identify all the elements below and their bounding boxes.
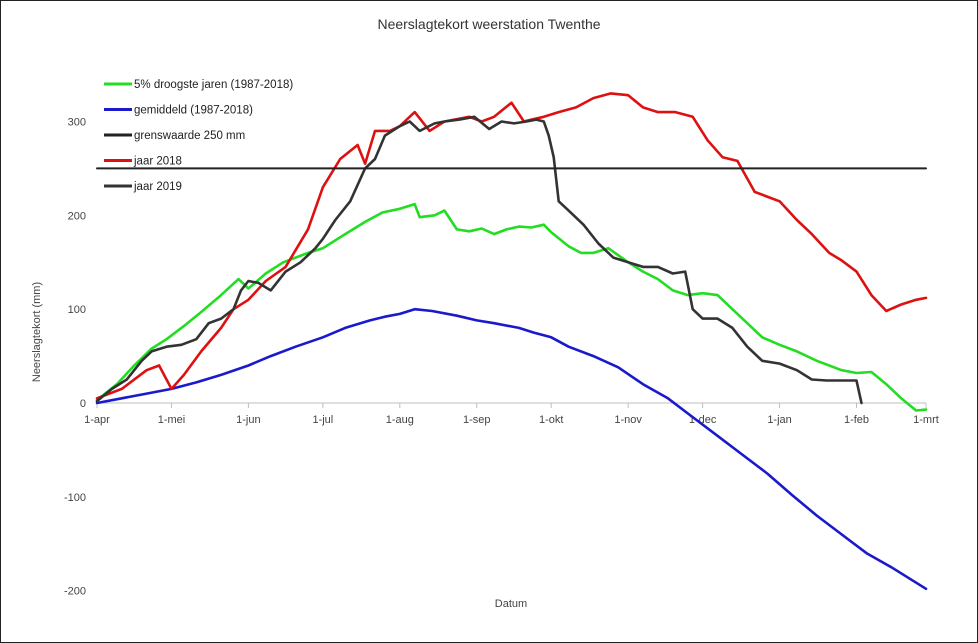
x-tick-label: 1-jun: [236, 414, 260, 426]
y-axis-title: Neerslagtekort (mm): [31, 282, 43, 382]
x-tick-label: 1-okt: [539, 414, 563, 426]
series-lines: [95, 92, 928, 591]
legend: 5% droogste jaren (1987-2018) gemiddeld (…: [104, 79, 293, 193]
x-tick-label: 1-dec: [689, 414, 717, 426]
y-tick-label: 0: [80, 398, 86, 410]
legend-label: 5% droogste jaren (1987-2018): [134, 79, 293, 91]
x-tick-label: 1-feb: [844, 414, 869, 426]
y-tick-label: 300: [68, 117, 86, 129]
x-axis-title: Datum: [495, 598, 527, 610]
axes: -200 -100 0 100 200 300 1-apr 1-mei 1-jun 1-jul 1-…: [64, 117, 939, 598]
series-line-jaar-2019: [95, 115, 863, 405]
legend-label: gemiddeld (1987-2018): [134, 105, 253, 117]
legend-label: grenswaarde 250 mm: [134, 130, 245, 142]
x-tick-label: 1-jul: [312, 414, 333, 426]
x-tick-label: 1-apr: [84, 414, 110, 426]
series-line-5-droogste-jaren-1987-2018: [95, 202, 928, 412]
y-tick-label: -100: [64, 492, 86, 504]
legend-label: jaar 2019: [133, 181, 182, 193]
chart-title: Neerslagtekort weerstation Twenthe: [377, 16, 600, 32]
x-tick-label: 1-jan: [767, 414, 791, 426]
x-tick-label: 1-nov: [614, 414, 642, 426]
x-tick-label: 1-mrt: [913, 414, 939, 426]
series-line-gemiddeld-1987-2018: [95, 307, 928, 591]
y-tick-label: 200: [68, 210, 86, 222]
x-tick-label: 1-sep: [463, 414, 491, 426]
y-tick-label: 100: [68, 304, 86, 316]
legend-label: jaar 2018: [133, 156, 182, 168]
y-tick-label: -200: [64, 586, 86, 598]
x-tick-label: 1-aug: [386, 414, 414, 426]
x-tick-label: 1-mei: [158, 414, 186, 426]
